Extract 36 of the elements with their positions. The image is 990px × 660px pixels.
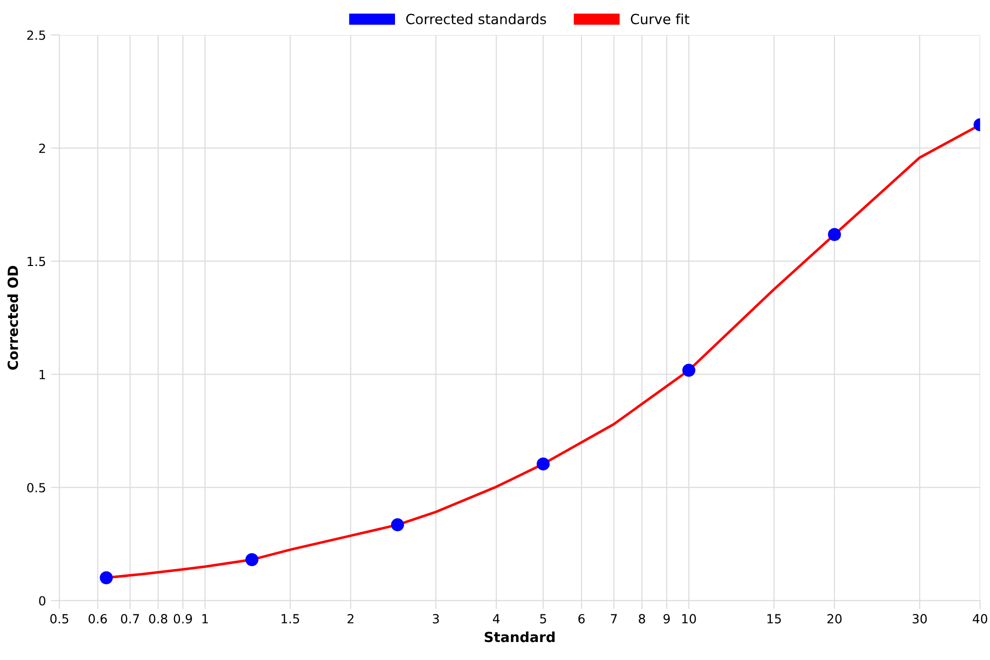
y-tick-label: 2 xyxy=(39,144,45,153)
y-tick-label: 1.5 xyxy=(28,256,46,266)
legend-label: Curve fit xyxy=(630,14,690,24)
x-tick-label: 10 xyxy=(682,614,696,624)
x-tick-label: 5 xyxy=(540,614,546,624)
x-tick-label: 20 xyxy=(827,614,842,624)
x-tick-label: 40 xyxy=(972,614,988,624)
x-tick-label: 2 xyxy=(348,614,354,624)
legend-label: Corrected standards xyxy=(406,14,546,24)
x-tick-label: 0.8 xyxy=(149,614,168,624)
point xyxy=(391,518,404,532)
x-tick-label: 30 xyxy=(912,614,927,624)
x-tick-label: 7 xyxy=(610,614,617,624)
x-tick-label: 15 xyxy=(767,614,781,624)
x-tick-label: 1.5 xyxy=(282,614,300,624)
point xyxy=(245,553,258,566)
x-tick-label: 3 xyxy=(432,614,439,624)
x-tick-label: 0.7 xyxy=(120,614,139,624)
x-tick-label: 1 xyxy=(202,614,208,624)
y-tick-label: 0 xyxy=(39,596,46,606)
x-tick-label: 0.9 xyxy=(174,614,192,624)
y-tick-label: 2.5 xyxy=(27,30,46,40)
x-axis-title: Standard xyxy=(484,631,555,642)
x-tick-label: 6 xyxy=(578,614,585,624)
x-tick-label: 0.5 xyxy=(50,614,68,624)
y-tick-label: 0.5 xyxy=(27,482,46,492)
point xyxy=(536,457,550,470)
y-tick-label: 1 xyxy=(40,370,46,380)
point xyxy=(682,364,696,377)
x-tick-label: 0.6 xyxy=(88,614,107,624)
point xyxy=(828,228,841,242)
x-tick-label: 4 xyxy=(492,614,500,624)
y-axis-title: Corrected OD xyxy=(7,266,18,370)
point xyxy=(100,571,113,584)
x-tick-label: 8 xyxy=(638,614,646,624)
x-tick-label: 9 xyxy=(664,614,670,624)
